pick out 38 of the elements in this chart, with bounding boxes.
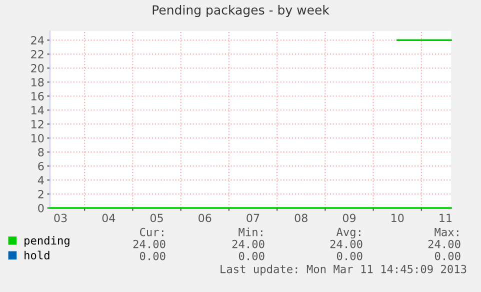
- text: 24.00: [232, 240, 264, 248]
- y-tick-label: 8: [38, 148, 44, 156]
- y-tick-label: 4: [38, 176, 44, 184]
- x-tick-label: 08: [294, 214, 308, 222]
- y-tick-label: 22: [31, 50, 44, 58]
- x-tick-label: 11: [440, 214, 452, 222]
- x-tick-label: 07: [246, 214, 260, 222]
- y-tick-label: 14: [32, 106, 44, 114]
- legend-label: pending: [24, 236, 70, 247]
- y-tick-label: 12: [32, 120, 44, 128]
- text: 0.00: [238, 252, 264, 260]
- text: 24.00: [330, 240, 362, 248]
- text: 0.00: [434, 252, 460, 260]
- text: 24.00: [428, 240, 460, 248]
- text: Cur:: [140, 228, 164, 236]
- x-tick-label: 03: [54, 214, 67, 222]
- legend-label: hold: [24, 250, 50, 260]
- text: 0.00: [140, 252, 166, 260]
- x-tick-label: 06: [198, 214, 212, 222]
- y-tick-label: 20: [31, 64, 44, 72]
- x-tick-label: 09: [342, 214, 356, 222]
- y-tick-label: 16: [32, 92, 44, 100]
- text: 24.00: [133, 240, 166, 248]
- text: Max:: [434, 228, 458, 236]
- chart-title: Pending packages - by week: [152, 4, 330, 18]
- text: Min:: [238, 228, 262, 236]
- x-tick-label: 04: [102, 214, 116, 222]
- x-tick-label: 05: [150, 214, 163, 222]
- y-tick-label: 10: [32, 134, 44, 142]
- y-tick-label: 2: [38, 190, 44, 198]
- text: Avg:: [336, 228, 360, 238]
- text: 0.00: [336, 252, 362, 260]
- text: Last update: Mon Mar 11 14:45:09 2013: [220, 264, 466, 276]
- y-tick-label: 24: [31, 36, 44, 44]
- y-tick-label: 6: [38, 162, 44, 170]
- y-tick-label: 18: [32, 78, 44, 86]
- x-tick-label: 10: [392, 214, 404, 222]
- y-tick-label: 0: [38, 204, 44, 212]
